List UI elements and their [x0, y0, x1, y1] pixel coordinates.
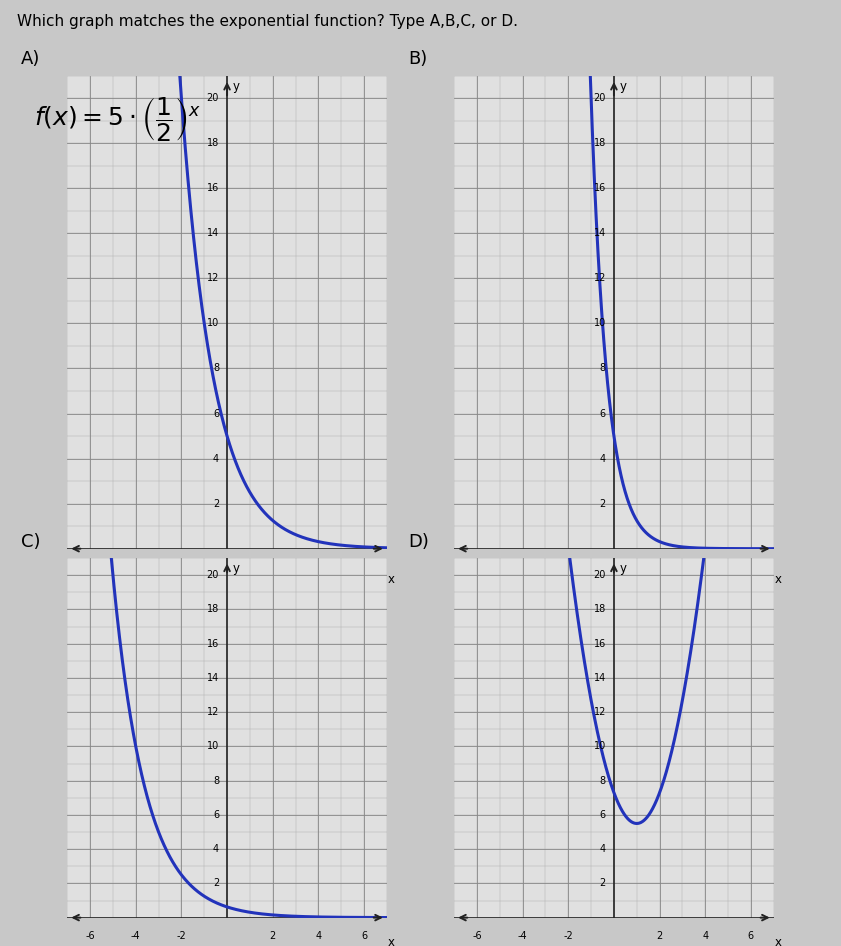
Text: 8: 8: [213, 776, 219, 786]
Text: 16: 16: [207, 184, 219, 193]
Text: 18: 18: [207, 138, 219, 149]
Text: 2: 2: [600, 879, 606, 888]
Text: 18: 18: [594, 138, 606, 149]
Text: 2: 2: [600, 499, 606, 509]
Text: 10: 10: [207, 319, 219, 328]
Text: Which graph matches the exponential function? Type A,B,C, or D.: Which graph matches the exponential func…: [17, 14, 518, 29]
Text: -6: -6: [85, 931, 95, 941]
Text: y: y: [620, 562, 627, 574]
Text: A): A): [21, 50, 40, 68]
Text: 4: 4: [315, 931, 321, 941]
Text: 2: 2: [657, 931, 663, 941]
Text: x: x: [388, 937, 395, 946]
Text: x: x: [388, 573, 395, 587]
Text: 8: 8: [600, 363, 606, 374]
Text: 4: 4: [315, 567, 321, 577]
Text: 10: 10: [207, 742, 219, 751]
Text: 14: 14: [594, 228, 606, 238]
Text: 16: 16: [594, 639, 606, 649]
Text: 10: 10: [594, 319, 606, 328]
Text: 20: 20: [594, 94, 606, 103]
Text: -4: -4: [131, 931, 140, 941]
Text: -2: -2: [177, 931, 187, 941]
Text: 14: 14: [594, 673, 606, 683]
Text: 6: 6: [213, 810, 219, 820]
Text: 20: 20: [207, 94, 219, 103]
Text: x: x: [775, 573, 782, 587]
Text: 2: 2: [270, 567, 276, 577]
Text: -6: -6: [472, 567, 482, 577]
Text: 6: 6: [600, 409, 606, 418]
Text: C): C): [21, 533, 40, 551]
Text: 12: 12: [594, 708, 606, 717]
Text: -4: -4: [131, 567, 140, 577]
Text: x: x: [775, 937, 782, 946]
Text: 2: 2: [213, 879, 219, 888]
Text: -4: -4: [518, 567, 527, 577]
Text: 14: 14: [207, 673, 219, 683]
Text: D): D): [408, 533, 429, 551]
Text: 6: 6: [600, 810, 606, 820]
Text: 12: 12: [207, 708, 219, 717]
Text: 20: 20: [207, 570, 219, 580]
Text: B): B): [408, 50, 427, 68]
Text: 14: 14: [207, 228, 219, 238]
Text: y: y: [233, 562, 240, 574]
Text: 2: 2: [213, 499, 219, 509]
Text: -6: -6: [472, 931, 482, 941]
Text: 4: 4: [600, 453, 606, 464]
Text: 16: 16: [207, 639, 219, 649]
Text: 8: 8: [600, 776, 606, 786]
Text: -2: -2: [177, 567, 187, 577]
Text: 4: 4: [213, 453, 219, 464]
Text: 6: 6: [361, 931, 367, 941]
Text: y: y: [233, 80, 240, 94]
Text: -6: -6: [85, 567, 95, 577]
Text: 12: 12: [594, 273, 606, 284]
Text: 4: 4: [600, 844, 606, 854]
Text: $f(x) = 5 \cdot \left(\dfrac{1}{2}\right)^x$: $f(x) = 5 \cdot \left(\dfrac{1}{2}\right…: [34, 95, 201, 143]
Text: -2: -2: [563, 567, 574, 577]
Text: 4: 4: [213, 844, 219, 854]
Text: 6: 6: [748, 567, 754, 577]
Text: 6: 6: [213, 409, 219, 418]
Text: 18: 18: [207, 604, 219, 615]
Text: 18: 18: [594, 604, 606, 615]
Text: -4: -4: [518, 931, 527, 941]
Text: -2: -2: [563, 931, 574, 941]
Text: 8: 8: [213, 363, 219, 374]
Text: 16: 16: [594, 184, 606, 193]
Text: 4: 4: [702, 931, 708, 941]
Text: 4: 4: [702, 567, 708, 577]
Text: 2: 2: [657, 567, 663, 577]
Text: 12: 12: [207, 273, 219, 284]
Text: 10: 10: [594, 742, 606, 751]
Text: 6: 6: [748, 931, 754, 941]
Text: 6: 6: [361, 567, 367, 577]
Text: 2: 2: [270, 931, 276, 941]
Text: 20: 20: [594, 570, 606, 580]
Text: y: y: [620, 80, 627, 94]
